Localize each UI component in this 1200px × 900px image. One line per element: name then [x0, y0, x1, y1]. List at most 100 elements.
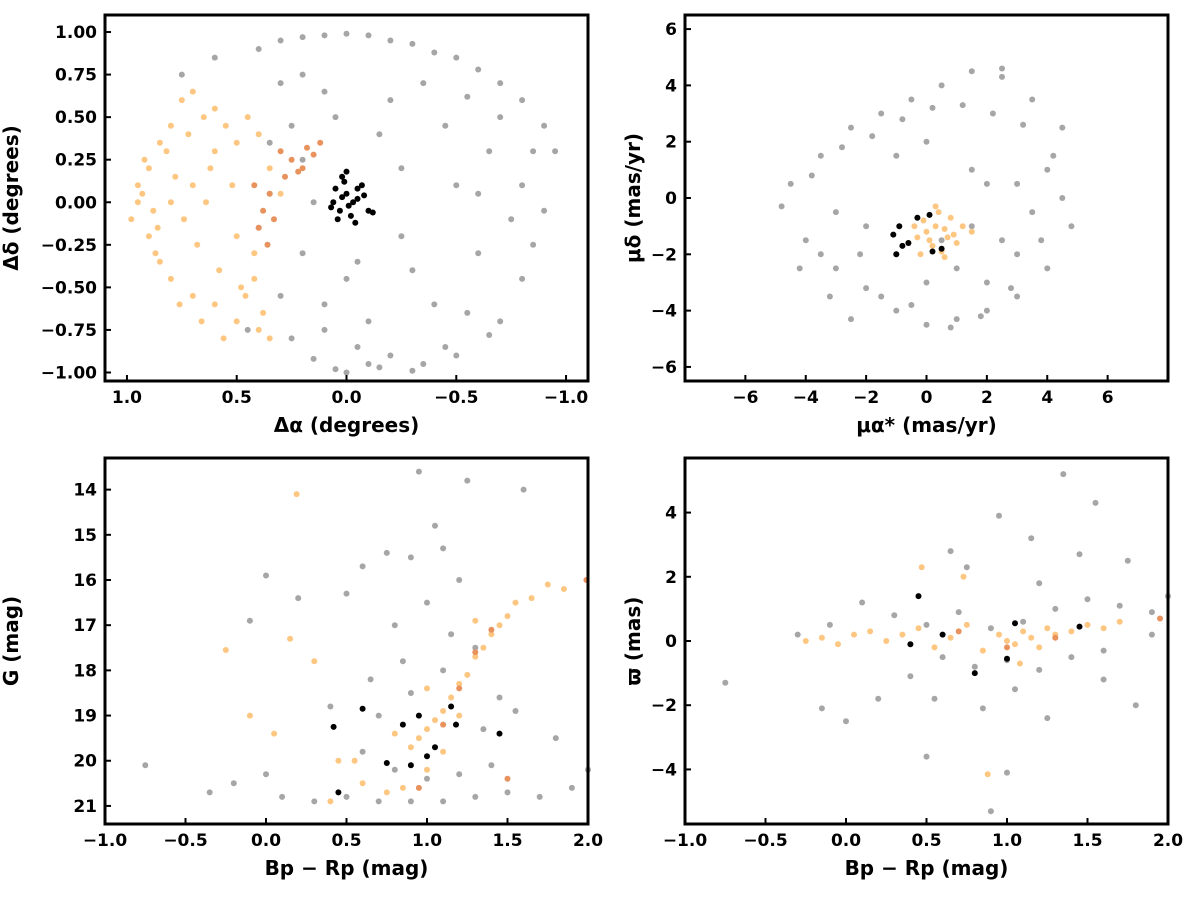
data-point [1148, 631, 1155, 638]
x-tick-label: 1.0 [412, 831, 442, 851]
data-point [156, 258, 163, 265]
data-point [203, 199, 209, 206]
data-point [541, 207, 548, 214]
data-point [359, 780, 366, 787]
data-point [859, 599, 866, 606]
series-1 [142, 468, 591, 805]
data-point [327, 703, 334, 710]
points-group [722, 471, 1171, 815]
data-point [277, 37, 284, 44]
x-tick-label: 0.5 [331, 831, 361, 851]
x-axis-label: Δα (degrees) [274, 413, 420, 437]
data-point [947, 324, 954, 331]
data-point [335, 789, 342, 796]
data-point [1014, 180, 1021, 187]
y-tick-label: −2 [651, 245, 677, 265]
data-point [365, 361, 372, 367]
data-point [339, 194, 346, 201]
y-tick-label: 2 [665, 133, 677, 153]
data-point [448, 631, 455, 638]
y-tick-label: 4 [665, 504, 677, 524]
data-point [1012, 686, 1018, 693]
data-point [496, 622, 503, 629]
data-point [271, 730, 278, 737]
data-point [1029, 209, 1036, 216]
data-point [496, 694, 503, 701]
data-point [456, 771, 463, 778]
data-point [211, 301, 218, 308]
points-group [778, 65, 1075, 331]
data-point [963, 621, 970, 628]
data-point [145, 233, 152, 240]
data-point [334, 216, 341, 223]
data-point [891, 612, 898, 619]
data-point [407, 554, 414, 561]
y-axis-label: ϖ (mas) [621, 597, 645, 686]
data-point [878, 293, 885, 300]
data-point [1124, 557, 1131, 564]
data-point [1014, 251, 1021, 258]
data-point [929, 104, 936, 111]
data-point [989, 110, 996, 117]
panel-1: 1.0 0.5 0.0 −0.5 −1.0 1.00 0.75 0.50 0.25 0.00 −0.… [0, 13, 590, 437]
data-point [244, 326, 251, 333]
data-point [424, 753, 430, 760]
data-point [150, 207, 157, 214]
data-point [141, 156, 148, 163]
y-axis-label: μδ (mas/yr) [621, 133, 645, 263]
data-point [890, 231, 897, 238]
x-tick-label: 2.0 [1153, 831, 1183, 851]
data-point [817, 251, 824, 258]
y-tick-label: 17 [73, 616, 97, 636]
data-point [328, 204, 335, 211]
data-point [251, 182, 258, 189]
data-point [255, 326, 262, 333]
data-point [818, 705, 825, 712]
data-point [938, 237, 945, 244]
y-tick-label: −2 [651, 696, 677, 716]
data-point [512, 708, 519, 714]
y-tick-label: 20 [73, 752, 97, 772]
data-point [354, 344, 361, 350]
data-point [242, 292, 249, 299]
y-tick-label: 0.25 [55, 151, 97, 171]
data-point [899, 116, 906, 123]
series-4 [907, 593, 1083, 677]
data-point [512, 599, 519, 606]
data-point [361, 192, 368, 199]
data-point [896, 223, 903, 230]
data-point [953, 240, 960, 246]
data-point [1084, 596, 1091, 603]
data-point [893, 152, 900, 159]
y-tick-label: 0.75 [55, 66, 97, 86]
data-point [1084, 621, 1091, 628]
data-point [407, 744, 414, 751]
data-point [220, 335, 227, 342]
data-point [233, 139, 240, 146]
data-point [288, 122, 295, 129]
plot-frame [103, 456, 590, 826]
data-point [453, 54, 460, 61]
data-point [996, 512, 1002, 519]
data-point [1004, 638, 1010, 644]
data-point [432, 744, 438, 751]
data-point [971, 670, 978, 677]
data-point [1038, 237, 1045, 244]
data-point [398, 233, 405, 240]
data-point [1036, 580, 1043, 587]
data-point [1004, 644, 1010, 651]
data-point [867, 628, 874, 635]
data-point [899, 242, 906, 249]
data-point [947, 548, 954, 555]
y-tick-label: 19 [73, 707, 97, 727]
data-point [383, 789, 390, 796]
data-point [167, 199, 174, 206]
data-point [255, 224, 262, 231]
data-point [343, 793, 350, 800]
data-point [475, 190, 482, 197]
data-point [264, 241, 271, 248]
data-point [391, 730, 398, 737]
data-point [504, 613, 511, 620]
data-point [420, 361, 427, 367]
data-point [1044, 265, 1051, 272]
